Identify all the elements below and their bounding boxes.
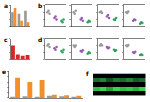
svg-text:f: f <box>86 70 89 77</box>
svg-text:d: d <box>38 36 42 43</box>
svg-text:c: c <box>4 36 8 43</box>
svg-text:b: b <box>38 2 43 9</box>
svg-text:a: a <box>4 2 8 9</box>
svg-text:e: e <box>2 68 6 75</box>
